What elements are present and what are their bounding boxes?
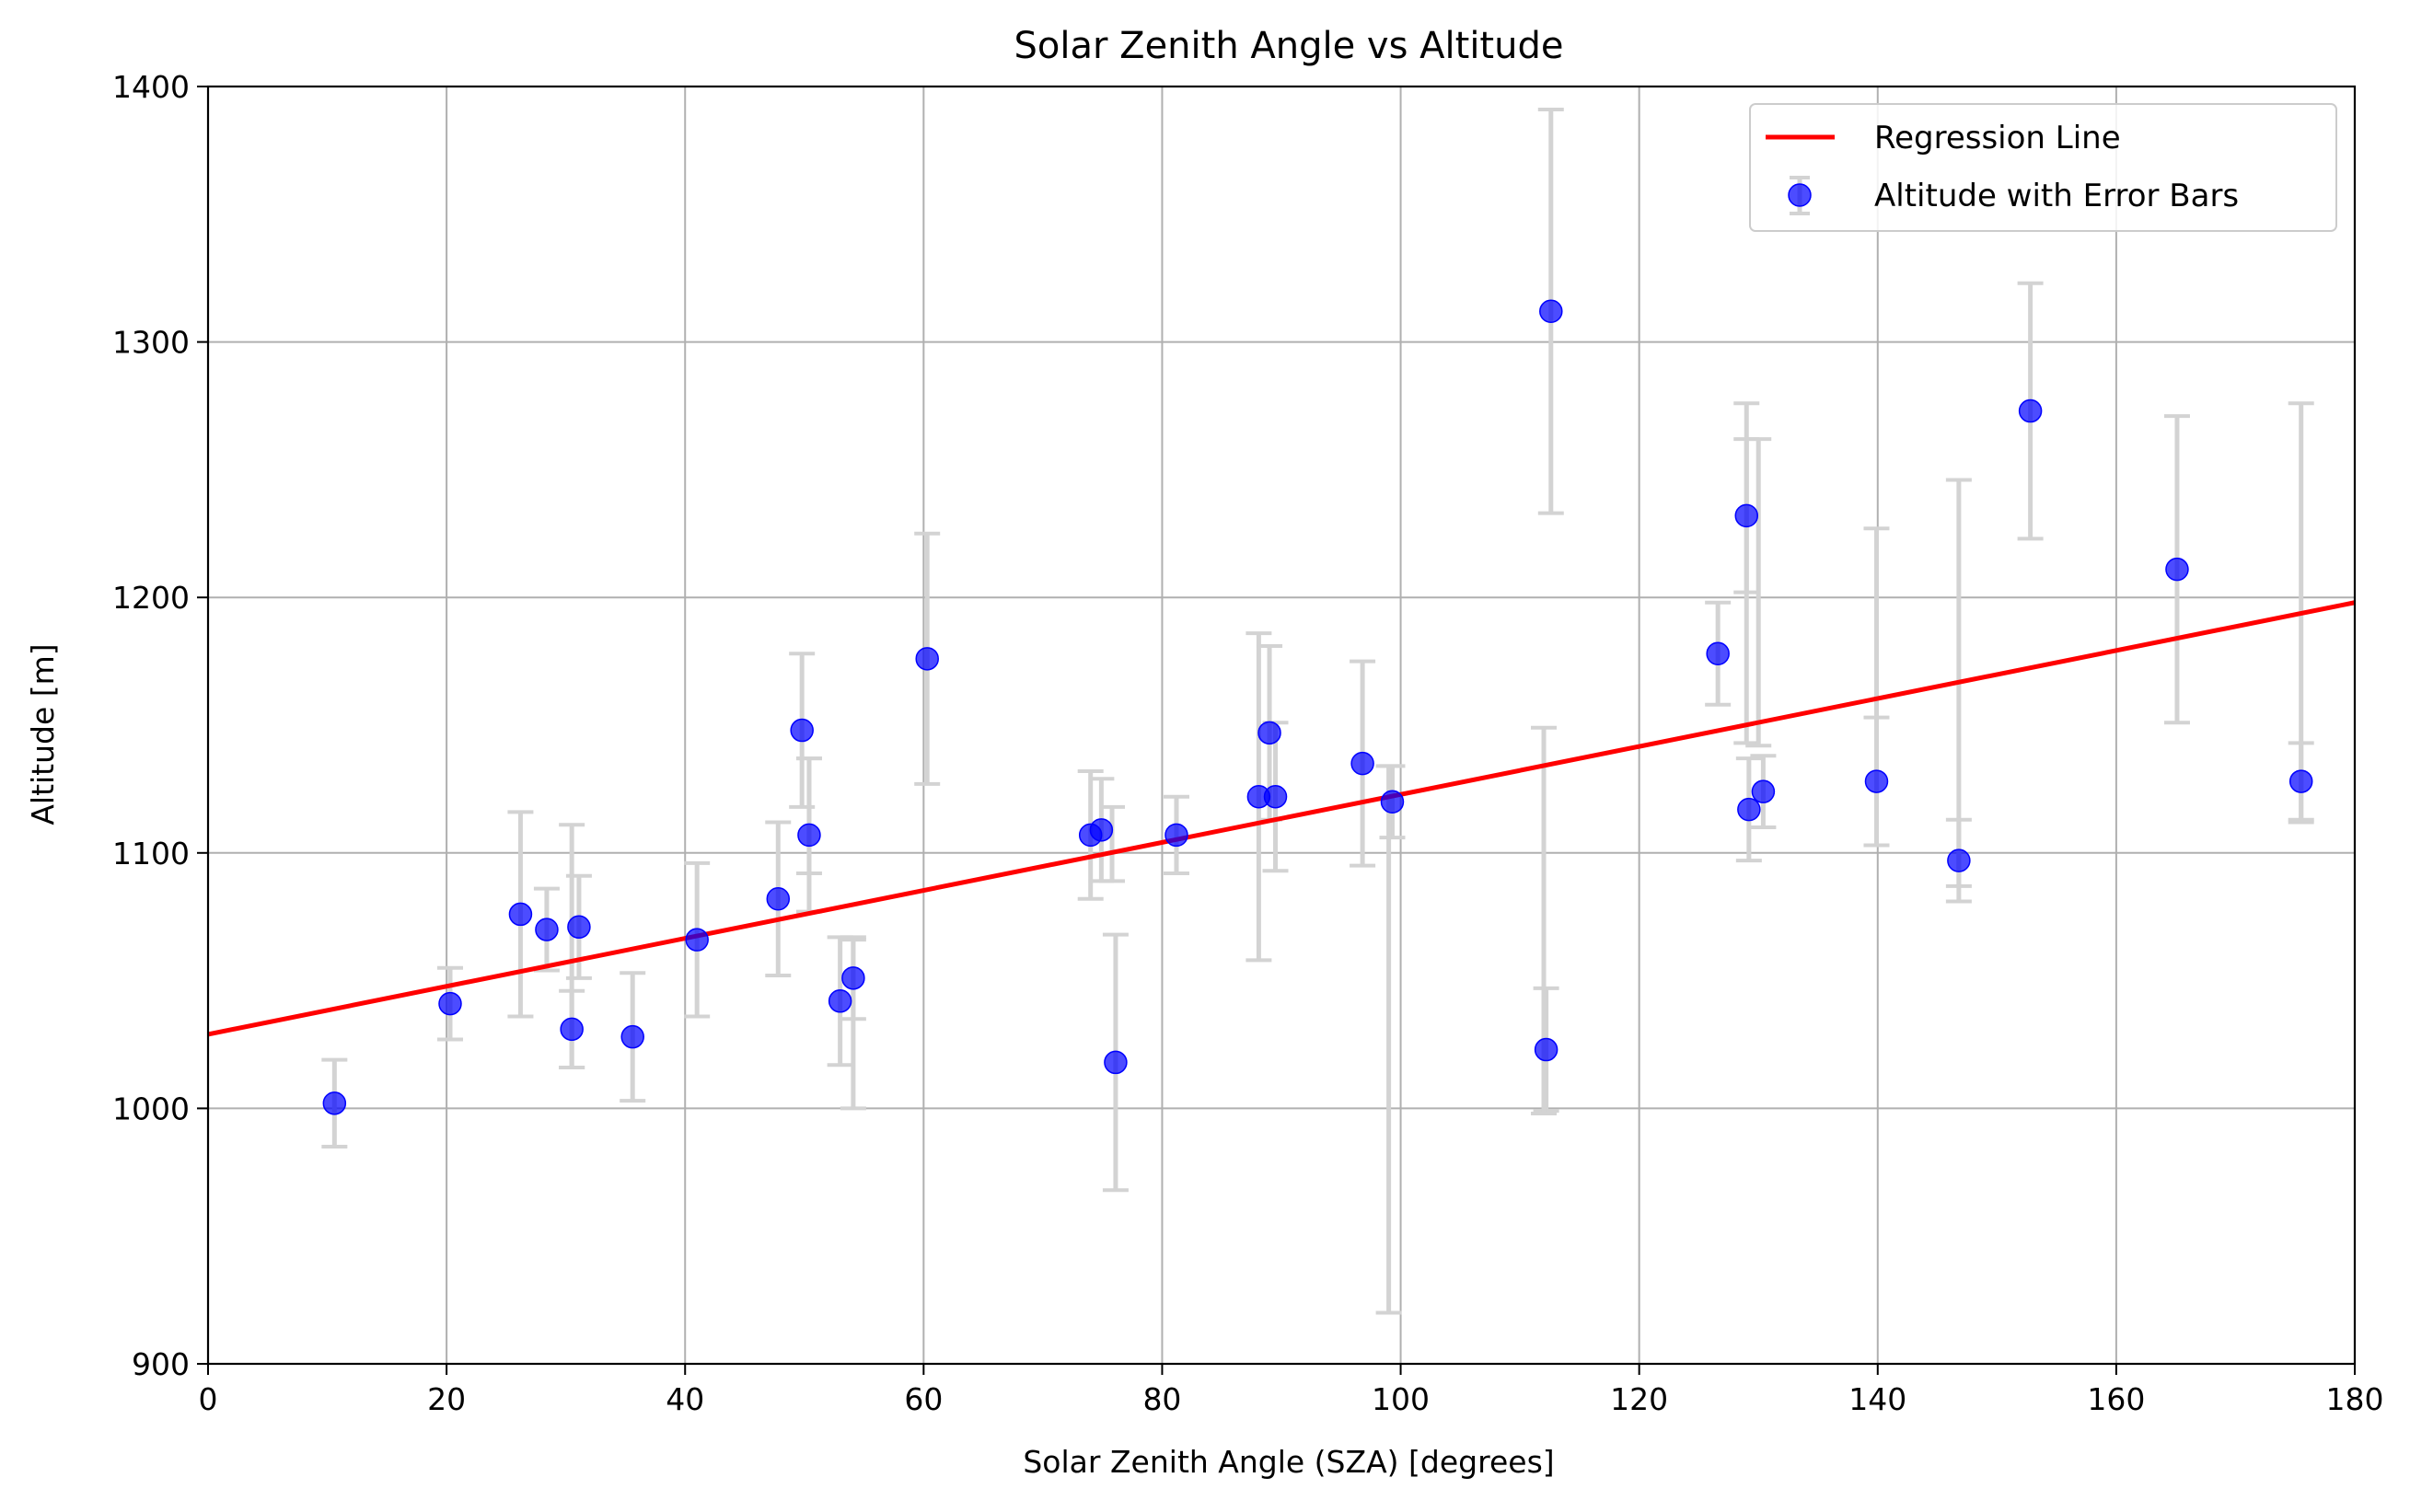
x-tick-label: 0 [199, 1381, 218, 1417]
x-tick-label: 40 [666, 1381, 704, 1417]
plot-frame [206, 85, 2357, 1366]
legend-points-label: Altitude with Error Bars [1874, 178, 2239, 214]
data-point [322, 1091, 347, 1115]
data-point [1257, 721, 1281, 745]
y-tick-label: 1300 [112, 325, 190, 361]
data-point [1534, 1037, 1558, 1062]
x-tick-label: 80 [1142, 1381, 1181, 1417]
data-point [915, 647, 939, 671]
y-tick-label: 1100 [112, 836, 190, 871]
x-tick-label: 180 [2326, 1381, 2384, 1417]
legend-point-swatch [1788, 183, 1812, 207]
data-point [1350, 751, 1374, 776]
legend-regression-label: Regression Line [1874, 120, 2121, 156]
y-tick-label: 1000 [112, 1091, 190, 1126]
data-point [841, 966, 865, 990]
data-point [797, 823, 821, 848]
x-tick-label: 160 [2087, 1381, 2145, 1417]
data-point [2018, 398, 2043, 423]
data-point [535, 918, 559, 941]
data-point [560, 1017, 584, 1042]
y-tick-label: 1200 [112, 580, 190, 616]
chart-title: Solar Zenith Angle vs Altitude [1014, 25, 1564, 67]
axis-ticks: 0 20 40 60 80 100 120 140 160 180 900 1000 1100 1200 1… [112, 69, 2383, 1417]
data-points [322, 299, 2313, 1115]
regression-layer [207, 600, 2356, 1037]
data-point [828, 989, 852, 1013]
data-point [1947, 848, 1971, 872]
data-point [508, 902, 533, 927]
data-point [620, 1024, 644, 1049]
data-point [1089, 818, 1114, 842]
y-axis-label: Altitude [m] [25, 643, 61, 825]
y-tick-label: 1400 [112, 69, 190, 105]
x-tick-label: 120 [1610, 1381, 1668, 1417]
data-point [1864, 769, 1889, 793]
legend-box [1749, 103, 2337, 232]
data-point [2288, 769, 2313, 793]
data-point [685, 928, 709, 952]
x-tick-label: 140 [1848, 1381, 1906, 1417]
x-tick-label: 60 [904, 1381, 943, 1417]
data-point [438, 991, 462, 1016]
data-point [2165, 557, 2189, 582]
data-point [1380, 790, 1405, 814]
x-tick-label: 100 [1372, 1381, 1430, 1417]
data-point [1706, 641, 1730, 666]
data-point [790, 718, 814, 743]
x-axis-label: Solar Zenith Angle (SZA) [degrees] [1023, 1444, 1554, 1480]
y-tick-label: 900 [132, 1346, 190, 1382]
data-point [1164, 823, 1188, 848]
data-point [1734, 503, 1759, 528]
data-point [1737, 797, 1761, 822]
regression-line [207, 600, 2356, 1037]
data-point [766, 887, 791, 911]
data-point [1539, 299, 1563, 324]
data-point [1263, 784, 1288, 809]
data-point [1104, 1050, 1128, 1075]
legend: Regression Line Altitude with Error Bars [1749, 103, 2337, 232]
data-point [567, 915, 591, 940]
data-point [1751, 779, 1776, 803]
x-tick-label: 20 [427, 1381, 466, 1417]
